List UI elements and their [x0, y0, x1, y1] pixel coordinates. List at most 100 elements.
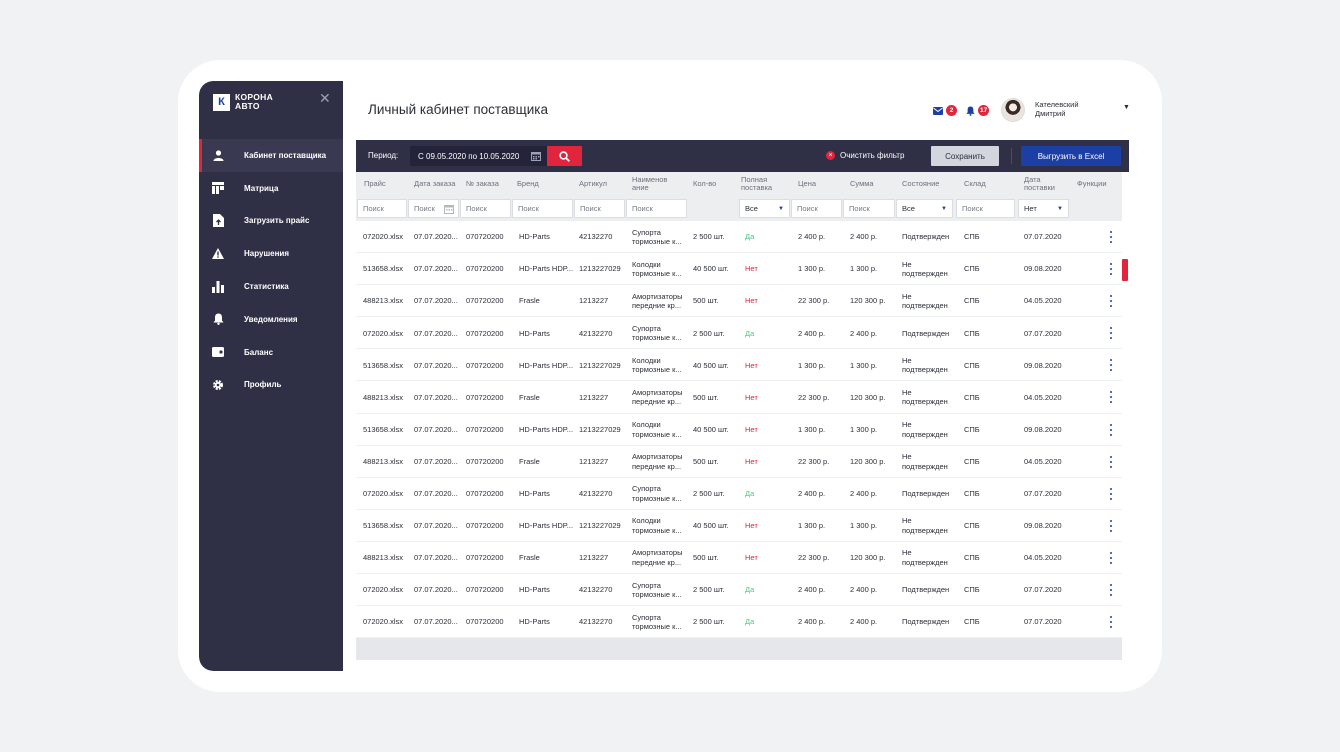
cell-sum: 1 300 р.	[850, 360, 878, 370]
table-row[interactable]: 072020.xlsx 07.07.2020... 070720200 HD-P…	[356, 606, 1122, 639]
filter-full-select[interactable]: Все ▼	[739, 199, 790, 218]
sidebar-item-profile[interactable]: Профиль	[199, 369, 343, 402]
clear-filter-button[interactable]: × Очистить фильтр	[826, 151, 904, 160]
table-row[interactable]: 488213.xlsx 07.07.2020... 070720200 Fras…	[356, 541, 1122, 575]
cell-name: Амортизаторы передние кр...	[632, 291, 683, 311]
more-vertical-icon[interactable]	[1108, 295, 1114, 308]
table-row[interactable]: 072020.xlsx 07.07.2020... 070720200 HD-P…	[356, 574, 1122, 607]
sidebar-item-notifications[interactable]: Уведомления	[199, 303, 343, 336]
col-header-state[interactable]: Состояние	[902, 178, 940, 188]
more-vertical-icon[interactable]	[1108, 487, 1114, 500]
col-header-delivery-date[interactable]: Дата поставки	[1024, 174, 1055, 192]
more-vertical-icon[interactable]	[1108, 231, 1114, 243]
filter-state-select[interactable]: Все ▼	[896, 199, 953, 218]
more-vertical-icon[interactable]	[1108, 391, 1114, 404]
filter-name[interactable]: Поиск	[626, 199, 687, 218]
calendar-icon[interactable]	[531, 151, 541, 161]
table-row[interactable]: 072020.xlsx 07.07.2020... 070720200 HD-P…	[356, 317, 1122, 350]
filter-order-date-placeholder: Поиск	[414, 204, 435, 213]
col-header-name[interactable]: Наименов ание	[632, 174, 668, 192]
filter-toolbar: Период: С 09.05.2020 по 10.05.2020 × Очи…	[356, 140, 1129, 172]
sidebar-item-statistics[interactable]: Статистика	[199, 270, 343, 303]
notifications-button[interactable]: 17	[966, 105, 990, 116]
cell-order-no: 070720200	[466, 456, 504, 466]
col-header-price[interactable]: Прайс	[364, 178, 386, 188]
table-row[interactable]: 513658.xlsx 07.07.2020... 070720200 HD-P…	[356, 413, 1122, 446]
more-vertical-icon[interactable]	[1108, 327, 1114, 340]
table-row[interactable]: 072020.xlsx 07.07.2020... 070720200 HD-P…	[356, 221, 1122, 254]
table-row[interactable]: 072020.xlsx 07.07.2020... 070720200 HD-P…	[356, 477, 1122, 510]
table-scrollbar-thumb[interactable]	[1122, 259, 1128, 281]
sidebar-item-balance[interactable]: Баланс	[199, 336, 343, 369]
close-icon[interactable]: ✕	[319, 90, 331, 106]
table-row[interactable]: 488213.xlsx 07.07.2020... 070720200 Fras…	[356, 285, 1122, 318]
cell-sum: 120 300 р.	[850, 392, 886, 402]
col-header-order-no[interactable]: № заказа	[466, 178, 499, 188]
filter-full-value: Все	[745, 204, 758, 213]
caret-down-icon: ▼	[778, 206, 784, 212]
more-vertical-icon[interactable]	[1108, 455, 1114, 468]
filter-warehouse[interactable]: Поиск	[956, 199, 1015, 218]
more-vertical-icon[interactable]	[1108, 359, 1114, 372]
sidebar-item-violations[interactable]: Нарушения	[199, 237, 343, 270]
sidebar-item-upload-price[interactable]: Загрузить прайс	[199, 205, 343, 238]
table-row[interactable]: 488213.xlsx 07.07.2020... 070720200 Fras…	[356, 445, 1122, 478]
col-header-sum[interactable]: Сумма	[850, 178, 874, 188]
cell-delivery-date: 04.05.2020	[1024, 456, 1062, 466]
col-header-article[interactable]: Артикул	[579, 178, 607, 188]
sidebar-item-supplier-cabinet[interactable]: Кабинет поставщика	[199, 139, 343, 172]
col-header-full[interactable]: Полная поставка	[741, 174, 773, 192]
table-row[interactable]: 513658.xlsx 07.07.2020... 070720200 HD-P…	[356, 509, 1122, 542]
col-header-warehouse[interactable]: Склад	[964, 178, 986, 188]
more-vertical-icon[interactable]	[1108, 584, 1114, 597]
cell-name: Супорта тормозные к...	[632, 484, 682, 503]
cell-warehouse: СПБ	[964, 232, 980, 242]
filter-unit-price[interactable]: Поиск	[791, 199, 842, 218]
messages-button[interactable]: 2	[933, 105, 957, 116]
cell-brand: HD-Parts HDP...	[519, 521, 574, 531]
filter-article[interactable]: Поиск	[574, 199, 625, 218]
filter-brand[interactable]: Поиск	[512, 199, 573, 218]
more-vertical-icon[interactable]	[1108, 263, 1114, 276]
filter-sum[interactable]: Поиск	[843, 199, 895, 218]
table-scrollbar-track[interactable]	[1122, 172, 1129, 660]
more-vertical-icon[interactable]	[1108, 616, 1114, 629]
cell-price: 072020.xlsx	[363, 232, 404, 242]
sidebar-item-matrix[interactable]: Матрица	[199, 172, 343, 205]
logo[interactable]: К КОРОНА АВТО	[213, 93, 273, 111]
col-header-unit-price[interactable]: Цена	[798, 178, 817, 188]
cell-state: Не подтвержден	[902, 291, 948, 311]
cell-order-date: 07.07.2020...	[414, 585, 458, 595]
filter-state-value: Все	[902, 204, 915, 213]
period-input[interactable]: С 09.05.2020 по 10.05.2020	[410, 146, 547, 166]
col-header-brand[interactable]: Бренд	[517, 178, 539, 188]
save-button[interactable]: Сохранить	[931, 146, 999, 166]
cell-warehouse: СПБ	[964, 424, 980, 434]
cell-price: 072020.xlsx	[363, 617, 404, 627]
filter-delivery-select[interactable]: Нет ▼	[1018, 199, 1069, 218]
table-row[interactable]: 488213.xlsx 07.07.2020... 070720200 Fras…	[356, 381, 1122, 414]
more-vertical-icon[interactable]	[1108, 423, 1114, 436]
col-header-qty[interactable]: Кол-во	[693, 178, 717, 188]
cell-sum: 2 400 р.	[850, 489, 878, 498]
cell-price: 072020.xlsx	[363, 585, 404, 595]
avatar[interactable]	[1001, 98, 1025, 122]
cell-sum: 120 300 р.	[850, 296, 886, 306]
cell-order-no: 070720200	[466, 264, 504, 274]
table-row[interactable]: 513658.xlsx 07.07.2020... 070720200 HD-P…	[356, 349, 1122, 382]
calendar-icon[interactable]	[444, 204, 454, 214]
cell-name: Колодки тормозные к...	[632, 259, 682, 279]
filter-order-no[interactable]: Поиск	[460, 199, 511, 218]
cell-warehouse: СПБ	[964, 521, 980, 531]
more-vertical-icon[interactable]	[1108, 551, 1114, 564]
table-row[interactable]: 513658.xlsx 07.07.2020... 070720200 HD-P…	[356, 253, 1122, 286]
filter-order-date[interactable]: Поиск	[408, 199, 459, 218]
search-button[interactable]	[547, 146, 582, 166]
chevron-down-icon[interactable]: ▼	[1123, 104, 1130, 111]
export-excel-button[interactable]: Выгрузить в Excel	[1021, 146, 1121, 166]
col-header-order-date[interactable]: Дата заказа	[414, 178, 456, 188]
cell-price: 513658.xlsx	[363, 424, 404, 434]
user-name[interactable]: Кателевский Дмитрий	[1035, 100, 1079, 118]
more-vertical-icon[interactable]	[1108, 519, 1114, 532]
filter-price[interactable]: Поиск	[357, 199, 407, 218]
